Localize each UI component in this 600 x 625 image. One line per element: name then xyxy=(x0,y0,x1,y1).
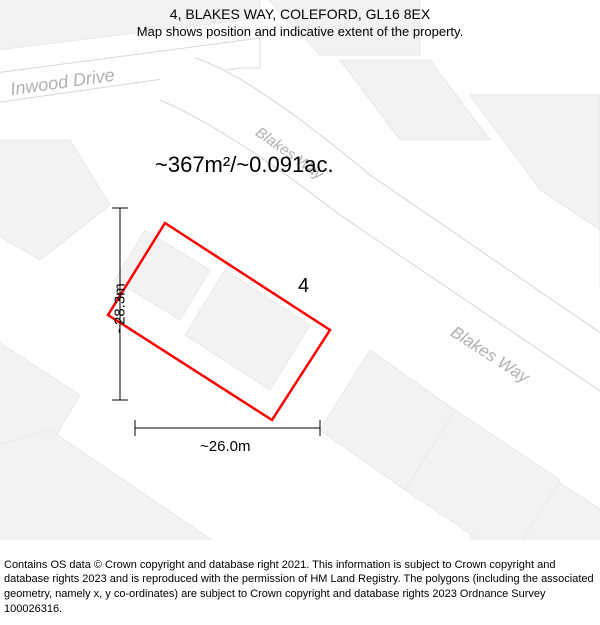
page-subtitle: Map shows position and indicative extent… xyxy=(0,24,600,39)
map-canvas: Inwood Drive Blakes Way Blakes Way ~367m… xyxy=(0,0,600,540)
header: 4, BLAKES WAY, COLEFORD, GL16 8EX Map sh… xyxy=(0,0,600,39)
dimension-vertical: ~28.3m xyxy=(112,283,129,333)
footer-copyright: Contains OS data © Crown copyright and d… xyxy=(0,554,600,625)
area-measurement: ~367m²/~0.091ac. xyxy=(155,152,334,178)
map-document: Inwood Drive Blakes Way Blakes Way ~367m… xyxy=(0,0,600,625)
dimension-horizontal: ~26.0m xyxy=(200,438,250,455)
house-number: 4 xyxy=(298,275,309,298)
page-title: 4, BLAKES WAY, COLEFORD, GL16 8EX xyxy=(0,6,600,22)
